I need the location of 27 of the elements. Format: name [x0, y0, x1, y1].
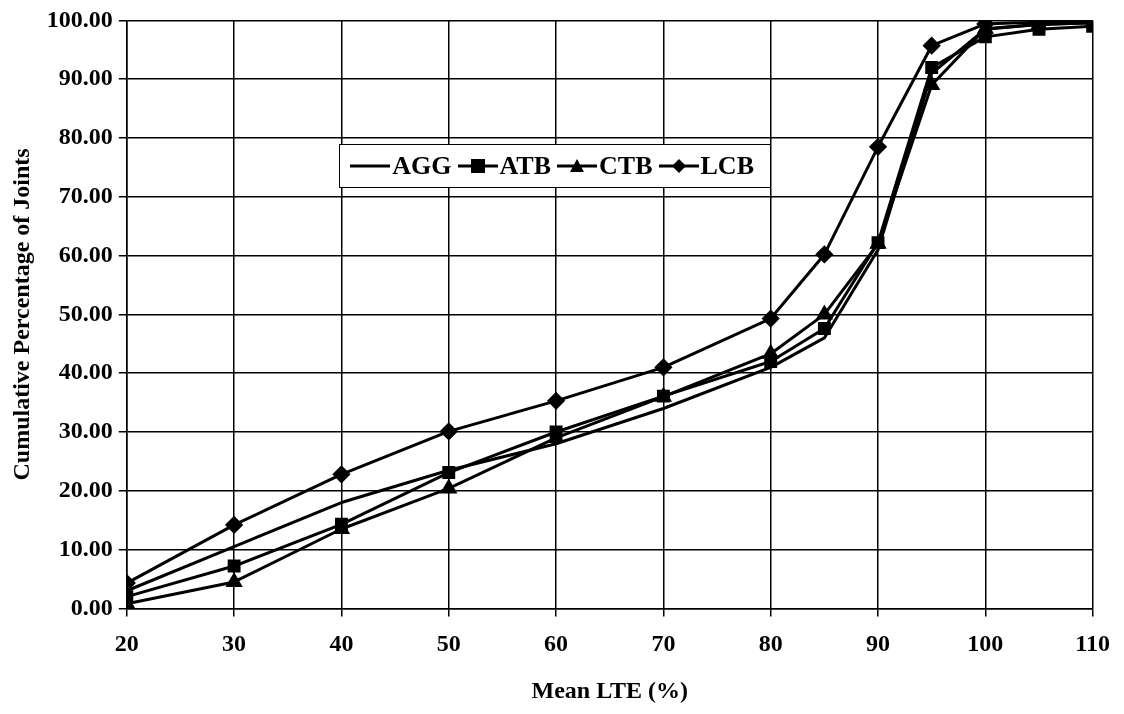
x-tick-label: 110	[1075, 630, 1111, 656]
x-tick-label: 70	[651, 630, 676, 656]
y-tick-label: 80.00	[58, 123, 113, 150]
y-tick-label: 60.00	[58, 240, 113, 267]
x-tick-label: 30	[222, 630, 247, 656]
y-tick-label: 70.00	[58, 182, 113, 208]
x-tick-label: 90	[866, 630, 891, 656]
y-tick-label: 20.00	[58, 476, 113, 502]
x-tick-label: 50	[436, 630, 461, 656]
x-tick-label: 20	[114, 630, 139, 656]
x-tick-label: 40	[329, 630, 354, 656]
y-tick-label: 40.00	[58, 358, 113, 385]
x-tick-label: 80	[758, 630, 783, 656]
x-tick-label: 100	[967, 630, 1004, 656]
y-tick-label: 100.00	[46, 5, 113, 32]
y-tick-label: 10.00	[58, 534, 113, 561]
y-tick-label: 0.00	[70, 593, 113, 620]
legend-label: CTB	[599, 150, 653, 181]
y-axis-title: Cumulative Percentage of Joints	[7, 148, 34, 481]
legend-label: AGG	[392, 150, 452, 181]
legend-label: ATB	[499, 150, 552, 181]
y-tick-label: 90.00	[58, 64, 113, 91]
y-tick-label: 50.00	[58, 299, 113, 326]
y-tick-label: 30.00	[58, 417, 113, 444]
legend-label: LCB	[700, 150, 754, 181]
x-axis-title: Mean LTE (%)	[531, 676, 688, 703]
x-tick-label: 60	[544, 630, 569, 656]
